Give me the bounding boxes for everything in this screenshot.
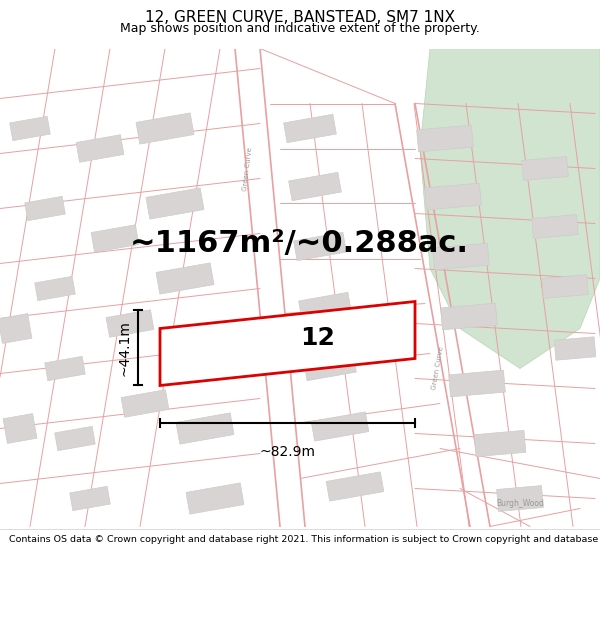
Polygon shape [532,214,578,238]
Polygon shape [106,310,154,338]
Polygon shape [91,225,139,253]
Polygon shape [45,356,85,381]
Text: ~82.9m: ~82.9m [260,446,316,459]
Polygon shape [176,413,234,444]
Polygon shape [293,232,346,261]
Polygon shape [160,301,415,386]
Text: Burgh_Wood: Burgh_Wood [496,499,544,508]
Text: Contains OS data © Crown copyright and database right 2021. This information is : Contains OS data © Crown copyright and d… [9,535,600,544]
Polygon shape [146,188,204,219]
Text: Map shows position and indicative extent of the property.: Map shows position and indicative extent… [120,22,480,35]
Polygon shape [289,173,341,201]
Polygon shape [420,49,600,369]
Polygon shape [474,431,526,457]
Polygon shape [70,486,110,511]
Polygon shape [35,276,75,301]
Polygon shape [542,274,588,298]
Polygon shape [554,337,596,360]
Polygon shape [121,390,169,418]
Polygon shape [311,412,369,441]
Text: 12: 12 [300,326,335,351]
Polygon shape [156,263,214,294]
Polygon shape [433,243,490,270]
Polygon shape [522,157,568,181]
Text: 12, GREEN CURVE, BANSTEAD, SM7 1NX: 12, GREEN CURVE, BANSTEAD, SM7 1NX [145,10,455,25]
Polygon shape [416,125,473,152]
Polygon shape [440,303,497,330]
Polygon shape [284,114,337,142]
Text: ~44.1m: ~44.1m [117,320,131,376]
Polygon shape [186,483,244,514]
Polygon shape [449,370,505,397]
Polygon shape [3,414,37,443]
Text: Green Curve: Green Curve [431,346,445,391]
Polygon shape [55,426,95,451]
Text: Green Curve: Green Curve [242,146,254,191]
Polygon shape [166,338,224,369]
Polygon shape [497,486,544,511]
Polygon shape [10,116,50,141]
Polygon shape [304,352,356,381]
Polygon shape [299,292,352,321]
Polygon shape [425,183,481,210]
Polygon shape [326,472,384,501]
Polygon shape [0,314,32,343]
Polygon shape [25,196,65,221]
Text: ~1167m²/~0.288ac.: ~1167m²/~0.288ac. [130,229,469,258]
Polygon shape [136,113,194,144]
Polygon shape [76,135,124,162]
